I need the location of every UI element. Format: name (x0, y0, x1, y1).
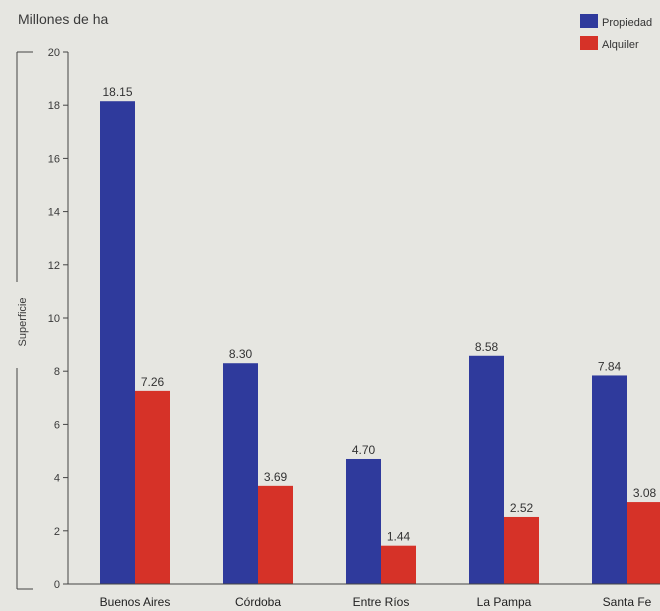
legend-label: Alquiler (602, 39, 639, 51)
x-axis: Buenos Aires Córdoba Entre Ríos La Pampa San… (68, 583, 660, 609)
data-label: 3.69 (264, 470, 288, 484)
data-label: 8.58 (475, 340, 499, 354)
data-label: 3.08 (633, 486, 657, 500)
bar-propiedad (223, 363, 258, 584)
data-label: 7.84 (598, 359, 622, 373)
bar-propiedad (346, 458, 381, 584)
bar-alquiler (504, 516, 539, 584)
bar-alquiler (627, 502, 660, 584)
y-tick-label: 20 (48, 47, 60, 59)
bar-propiedad (469, 355, 504, 584)
y-tick-label: 8 (54, 366, 60, 378)
legend-swatch (580, 36, 598, 50)
y-axis-title: Superficie (17, 298, 29, 347)
y-tick-label: 0 (54, 579, 60, 591)
category-label: Buenos Aires (100, 595, 171, 609)
y-tick-label: 16 (48, 153, 60, 165)
category-label: La Pampa (477, 595, 532, 609)
y-tick-label: 4 (54, 473, 60, 485)
bar-alquiler (135, 390, 170, 584)
y-tick-label: 18 (48, 100, 60, 112)
data-label: 8.30 (229, 347, 253, 361)
y-axis: 0 2 4 6 8 10 12 14 16 18 20 (48, 47, 69, 591)
category-label: Santa Fe (603, 595, 652, 609)
data-label: 4.70 (352, 443, 376, 457)
legend-swatch (580, 14, 598, 28)
bars: 18.15 7.26 8.30 3.69 4.70 1.44 8.58 2.52 7.84 3.0… (100, 85, 660, 585)
bar-propiedad (100, 101, 135, 585)
category-label: Entre Ríos (353, 595, 410, 609)
data-label: 2.52 (510, 501, 534, 515)
legend: Propiedad Alquiler (580, 14, 652, 51)
y-tick-label: 6 (54, 419, 60, 431)
category-label: Córdoba (235, 595, 281, 609)
y-tick-label: 14 (48, 207, 60, 219)
bar-alquiler (258, 485, 293, 584)
y-tick-label: 12 (48, 260, 60, 272)
y-tick-label: 10 (48, 313, 60, 325)
data-label: 7.26 (141, 375, 165, 389)
data-label: 1.44 (387, 530, 411, 544)
y-tick-label: 2 (54, 526, 60, 538)
bar-propiedad (592, 375, 627, 584)
chart-title: Millones de ha (18, 11, 108, 27)
data-label: 18.15 (102, 85, 132, 99)
legend-label: Propiedad (602, 17, 652, 29)
bar-alquiler (381, 545, 416, 584)
